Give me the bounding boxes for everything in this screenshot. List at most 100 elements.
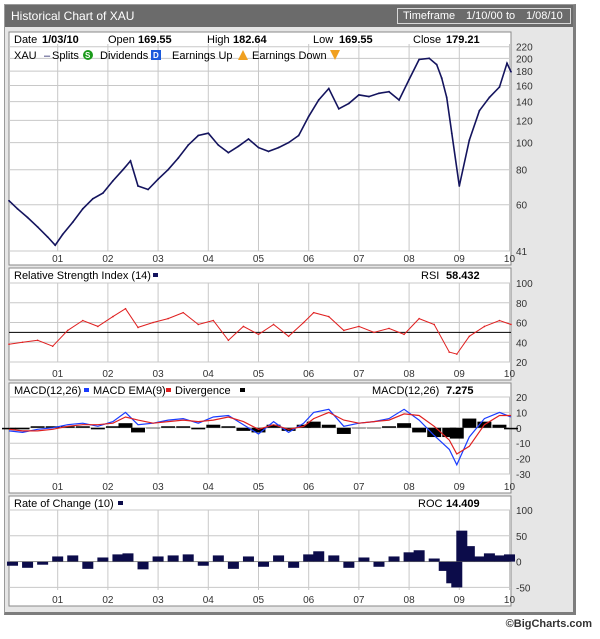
x-tick-label: 04 [203, 254, 215, 265]
divergence-bar [321, 424, 336, 428]
y-tick-label: 120 [516, 116, 533, 127]
rsi-point [455, 353, 458, 355]
price-point [217, 144, 220, 146]
legend-splits: Splits [52, 50, 79, 62]
dividends-icon [151, 50, 161, 60]
rsi-point [448, 351, 451, 353]
divergence-bar [118, 423, 133, 428]
quote-value: 179.21 [446, 34, 480, 46]
price-point [488, 96, 491, 99]
title-bar: Historical Chart of XAU Timeframe 1/10/0… [5, 5, 573, 27]
macd-readout-label: MACD(12,26) [372, 385, 439, 397]
rsi-legend-swatch [153, 273, 158, 277]
divergence-bar [2, 427, 16, 430]
price-point [368, 95, 370, 98]
roc-bar [373, 561, 385, 567]
roc-label: ROC [418, 498, 443, 510]
price-point [297, 134, 300, 137]
price-point [122, 168, 124, 171]
rsi-point [124, 307, 127, 310]
y-tick-label: 100 [516, 139, 533, 150]
divergence-bar [412, 427, 427, 433]
x-tick-label: 10 [504, 369, 516, 380]
price-point [46, 236, 49, 238]
legend-dash: – [44, 50, 51, 62]
y-tick-label: 40 [516, 338, 528, 349]
rsi-point [272, 323, 275, 326]
divergence-bar [176, 426, 191, 428]
divergence-bar [146, 427, 161, 429]
price-point [71, 221, 74, 224]
rsi-point [36, 339, 39, 342]
x-tick-label: 05 [253, 369, 265, 380]
x-tick-label: 02 [102, 482, 114, 493]
x-tick-label: 03 [153, 369, 165, 380]
x-tick-label: 08 [404, 369, 416, 380]
roc-bar [122, 553, 134, 562]
divergence-bar [30, 426, 45, 428]
roc-bar [22, 561, 34, 568]
rsi-point [182, 311, 184, 314]
roc-bar [451, 561, 463, 588]
y-tick-label: 20 [516, 393, 528, 404]
roc-bar [52, 556, 64, 562]
x-tick-label: 06 [303, 254, 315, 265]
price-point [207, 132, 210, 135]
price-point [307, 115, 310, 118]
x-tick-label: 08 [404, 482, 416, 493]
rsi-point [388, 327, 390, 330]
earnings-down-icon [330, 50, 340, 60]
y-tick-label: 80 [516, 166, 528, 177]
splits-icon [83, 50, 93, 60]
divergence-bar [251, 427, 266, 433]
chart-title: Historical Chart of XAU [11, 9, 135, 23]
quote-value: 1/03/10 [42, 34, 79, 46]
macd-legend-2: MACD EMA(9) [93, 385, 166, 397]
rsi-point [257, 333, 260, 336]
rsi-point [418, 317, 420, 320]
x-tick-label: 09 [454, 369, 466, 380]
rsi-point [327, 315, 330, 318]
rsi-point [302, 321, 305, 324]
y-tick-label: 140 [516, 98, 533, 109]
rsi-point [21, 341, 24, 344]
x-tick-label: 05 [253, 595, 265, 606]
price-point [237, 145, 240, 148]
price-point [101, 192, 104, 195]
price-point [197, 134, 200, 137]
price-point [257, 146, 260, 149]
timeframe-from: 1/10/00 [466, 10, 503, 22]
price-point [26, 216, 29, 219]
legend-symbol: XAU [14, 50, 37, 62]
roc-bar [503, 554, 515, 562]
rsi-point [227, 339, 230, 342]
x-tick-label: 06 [303, 482, 315, 493]
price-point [287, 141, 290, 144]
y-tick-label: 100 [516, 279, 533, 290]
quote-label: High [207, 34, 230, 46]
divergence-bar [397, 423, 412, 428]
x-tick-label: 03 [153, 595, 165, 606]
divergence-bar [75, 426, 90, 428]
bigcharts-credit: ©BigCharts.com [505, 618, 592, 630]
quote-label: Date [14, 34, 37, 46]
roc-bar [493, 555, 505, 562]
price-point [337, 107, 340, 110]
x-tick-label: 01 [52, 482, 64, 493]
price-point [167, 168, 170, 171]
macd-legend-3: Divergence [175, 385, 231, 397]
y-tick-label: 180 [516, 67, 533, 78]
divergence-bar [236, 427, 251, 431]
price-point [445, 96, 448, 99]
divergence-bar [221, 426, 236, 428]
macd-line [8, 408, 512, 467]
rsi-point [483, 325, 486, 328]
roc-bar [456, 530, 468, 562]
x-tick-label: 05 [253, 254, 265, 265]
y-tick-label: -50 [516, 583, 531, 594]
x-tick-label: 03 [153, 254, 165, 265]
x-tick-label: 10 [504, 254, 516, 265]
timeframe-box[interactable]: Timeframe 1/10/00 to 1/08/10 [397, 8, 571, 24]
rsi-point [433, 323, 435, 326]
price-point [147, 188, 149, 191]
